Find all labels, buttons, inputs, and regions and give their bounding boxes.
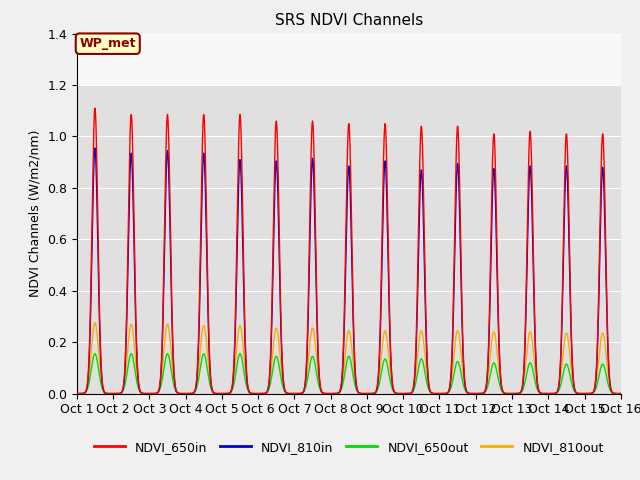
NDVI_650out — [617, 391, 625, 396]
Legend: NDVI_650in, NDVI_810in, NDVI_650out, NDVI_810out: NDVI_650in, NDVI_810in, NDVI_650out, NDV… — [89, 436, 609, 459]
NDVI_650in — [501, 391, 509, 396]
NDVI_650in — [189, 390, 197, 396]
NDVI_810out — [276, 358, 284, 363]
NDVI_650in — [615, 391, 623, 396]
Bar — [77, 34, 621, 85]
Y-axis label: NDVI Channels (W/m2/nm): NDVI Channels (W/m2/nm) — [29, 130, 42, 297]
NDVI_650out — [184, 391, 191, 396]
NDVI_810in — [615, 391, 623, 396]
NDVI_810out — [73, 391, 81, 396]
Line: NDVI_650out: NDVI_650out — [77, 354, 621, 394]
NDVI_810out — [184, 391, 191, 396]
NDVI_810in — [424, 372, 431, 378]
NDVI_650out — [424, 384, 431, 390]
NDVI_650in — [184, 391, 191, 396]
Line: NDVI_650in: NDVI_650in — [77, 108, 621, 394]
Line: NDVI_810out: NDVI_810out — [77, 323, 621, 394]
NDVI_810in — [73, 391, 81, 396]
Title: SRS NDVI Channels: SRS NDVI Channels — [275, 13, 423, 28]
NDVI_810in — [501, 391, 509, 396]
NDVI_650in — [276, 297, 284, 302]
NDVI_650out — [91, 351, 99, 357]
NDVI_810in — [91, 145, 99, 151]
NDVI_810in — [184, 391, 191, 396]
NDVI_650out — [501, 390, 509, 396]
NDVI_650in — [91, 105, 99, 111]
NDVI_650in — [424, 369, 431, 375]
NDVI_810out — [189, 390, 197, 396]
Text: WP_met: WP_met — [79, 37, 136, 50]
NDVI_650out — [276, 372, 284, 378]
Line: NDVI_810in: NDVI_810in — [77, 148, 621, 394]
NDVI_650out — [73, 391, 81, 396]
NDVI_810in — [276, 311, 284, 316]
NDVI_810in — [189, 390, 197, 396]
NDVI_650in — [73, 391, 81, 396]
NDVI_650out — [615, 391, 623, 396]
NDVI_810out — [91, 320, 99, 326]
NDVI_810out — [424, 378, 431, 384]
NDVI_650in — [617, 391, 625, 396]
NDVI_810in — [617, 391, 625, 396]
NDVI_810out — [617, 391, 625, 396]
NDVI_810out — [615, 391, 623, 396]
NDVI_810out — [501, 390, 509, 396]
NDVI_650out — [189, 390, 197, 396]
